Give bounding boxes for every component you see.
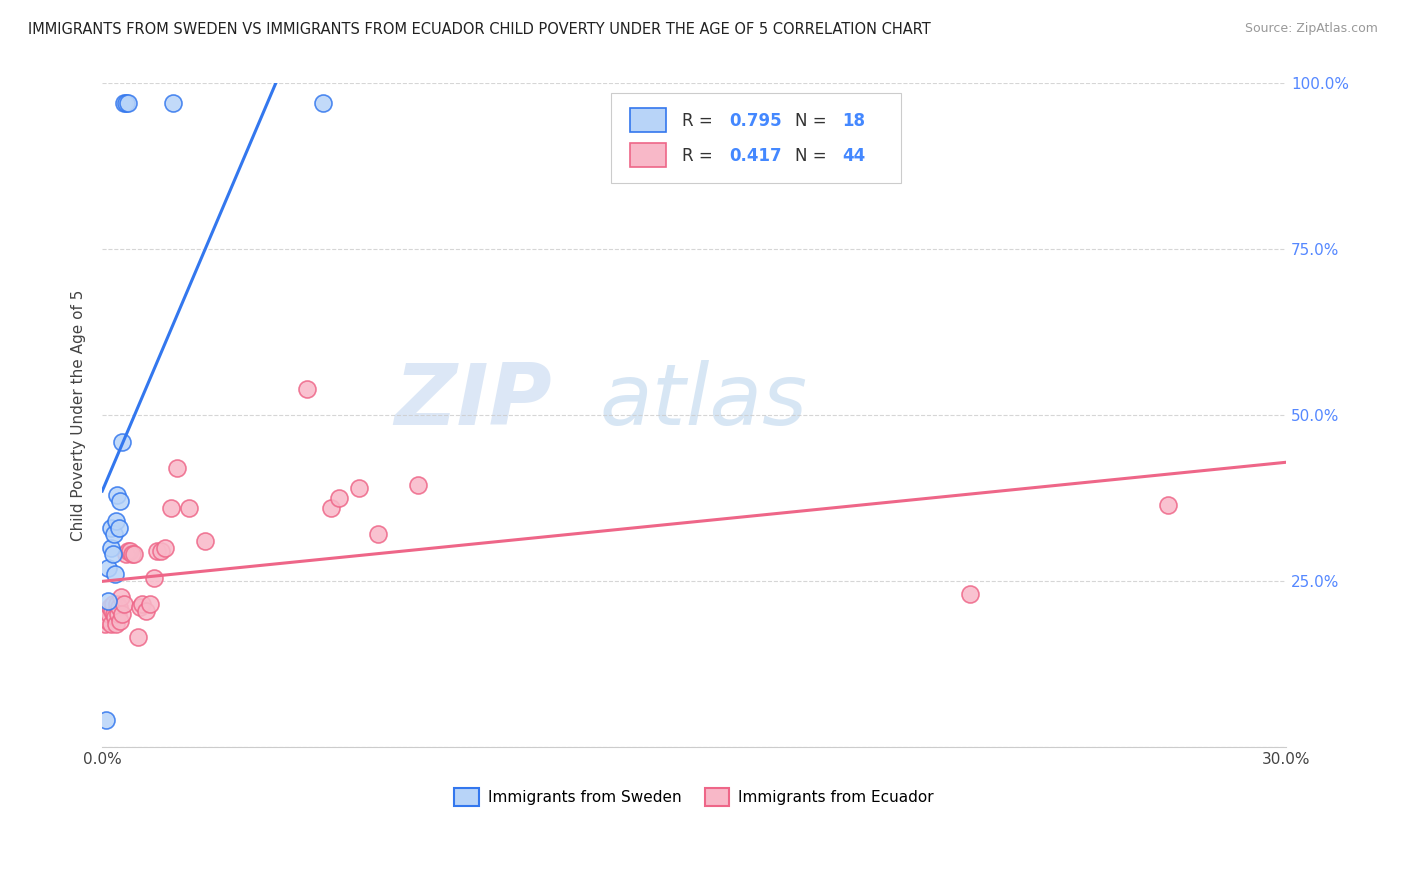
Point xyxy=(112,597,135,611)
Point xyxy=(94,616,117,631)
Point xyxy=(100,616,122,631)
Text: Source: ZipAtlas.com: Source: ZipAtlas.com xyxy=(1244,22,1378,36)
Point xyxy=(101,604,124,618)
Point xyxy=(105,488,128,502)
Point xyxy=(112,96,135,111)
Point xyxy=(138,597,160,611)
Text: 18: 18 xyxy=(842,112,865,130)
Text: R =: R = xyxy=(682,147,718,165)
Point xyxy=(107,607,129,621)
Point xyxy=(105,616,128,631)
Point xyxy=(108,494,131,508)
Point xyxy=(117,96,139,111)
Point xyxy=(97,560,120,574)
Text: N =: N = xyxy=(794,147,831,165)
Text: 0.795: 0.795 xyxy=(730,112,782,130)
Point xyxy=(135,604,157,618)
Point xyxy=(128,600,150,615)
Point xyxy=(98,607,121,621)
Point xyxy=(160,500,183,515)
Text: ZIP: ZIP xyxy=(395,360,553,443)
Legend: Immigrants from Sweden, Immigrants from Ecuador: Immigrants from Sweden, Immigrants from … xyxy=(449,782,939,812)
Point xyxy=(115,96,138,111)
Point xyxy=(110,591,132,605)
Point xyxy=(319,500,342,515)
Point xyxy=(150,544,173,558)
Point xyxy=(194,534,217,549)
Point xyxy=(104,610,127,624)
Point xyxy=(959,587,981,601)
Point xyxy=(127,630,149,644)
Point xyxy=(107,600,129,615)
Point xyxy=(103,607,125,621)
Point xyxy=(105,597,128,611)
FancyBboxPatch shape xyxy=(630,144,665,167)
Point xyxy=(98,600,121,615)
Text: 0.417: 0.417 xyxy=(730,147,782,165)
Text: atlas: atlas xyxy=(599,360,807,443)
Point xyxy=(347,481,370,495)
Point xyxy=(312,96,335,111)
Y-axis label: Child Poverty Under the Age of 5: Child Poverty Under the Age of 5 xyxy=(72,289,86,541)
Point xyxy=(103,527,125,541)
Point xyxy=(155,541,177,555)
Point xyxy=(131,597,153,611)
Point xyxy=(297,382,319,396)
Point xyxy=(97,614,120,628)
Point xyxy=(100,521,122,535)
Point xyxy=(118,544,141,558)
Point xyxy=(107,521,129,535)
Point xyxy=(103,597,125,611)
Point xyxy=(104,567,127,582)
Point xyxy=(115,547,138,561)
Point xyxy=(108,614,131,628)
Point xyxy=(142,570,165,584)
Point xyxy=(406,477,429,491)
Point xyxy=(367,527,389,541)
Point xyxy=(96,713,118,727)
Point xyxy=(162,96,184,111)
Text: 44: 44 xyxy=(842,147,865,165)
Text: R =: R = xyxy=(682,112,718,130)
Point xyxy=(1156,498,1178,512)
Point xyxy=(97,593,120,607)
Point xyxy=(111,607,134,621)
Point xyxy=(328,491,350,505)
Text: IMMIGRANTS FROM SWEDEN VS IMMIGRANTS FROM ECUADOR CHILD POVERTY UNDER THE AGE OF: IMMIGRANTS FROM SWEDEN VS IMMIGRANTS FRO… xyxy=(28,22,931,37)
Point xyxy=(96,610,118,624)
Point xyxy=(105,514,128,528)
Point xyxy=(166,461,188,475)
FancyBboxPatch shape xyxy=(612,94,901,183)
Point xyxy=(111,434,134,449)
FancyBboxPatch shape xyxy=(630,108,665,132)
Point xyxy=(122,547,145,561)
Point xyxy=(103,547,125,561)
Point xyxy=(146,544,169,558)
Point xyxy=(100,541,122,555)
Point xyxy=(117,544,139,558)
Text: N =: N = xyxy=(794,112,831,130)
Point xyxy=(121,547,143,561)
Point xyxy=(177,500,200,515)
